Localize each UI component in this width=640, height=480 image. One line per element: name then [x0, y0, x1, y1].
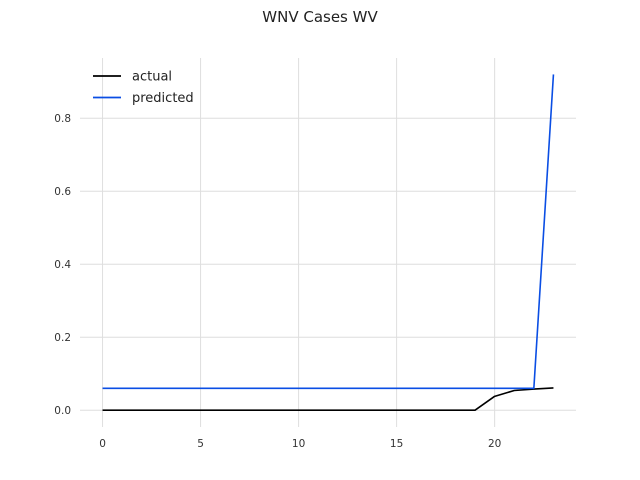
x-tick-label: 10: [292, 438, 305, 450]
series-group: [102, 74, 555, 412]
series-line-predicted: [102, 74, 555, 390]
legend-label-predicted: predicted: [132, 91, 194, 106]
chart-title: WNV Cases WV: [262, 8, 378, 26]
legend-label-actual: actual: [132, 70, 172, 85]
series-line-actual: [102, 387, 554, 412]
y-tick-label: 0.2: [54, 332, 71, 344]
x-axis-ticks: 0 5 10 15 20: [99, 438, 501, 450]
grid: [80, 58, 576, 427]
legend: actual predicted: [93, 70, 194, 106]
x-tick-label: 5: [197, 438, 204, 450]
y-tick-label: 0.8: [54, 113, 71, 125]
x-tick-label: 15: [390, 438, 403, 450]
y-tick-label: 0.4: [54, 259, 71, 271]
y-tick-label: 0.0: [54, 405, 71, 417]
y-axis-ticks: 0.0 0.2 0.4 0.6 0.8: [54, 113, 71, 417]
x-tick-label: 20: [488, 438, 501, 450]
x-tick-label: 0: [99, 438, 106, 450]
y-tick-label: 0.6: [54, 186, 71, 198]
